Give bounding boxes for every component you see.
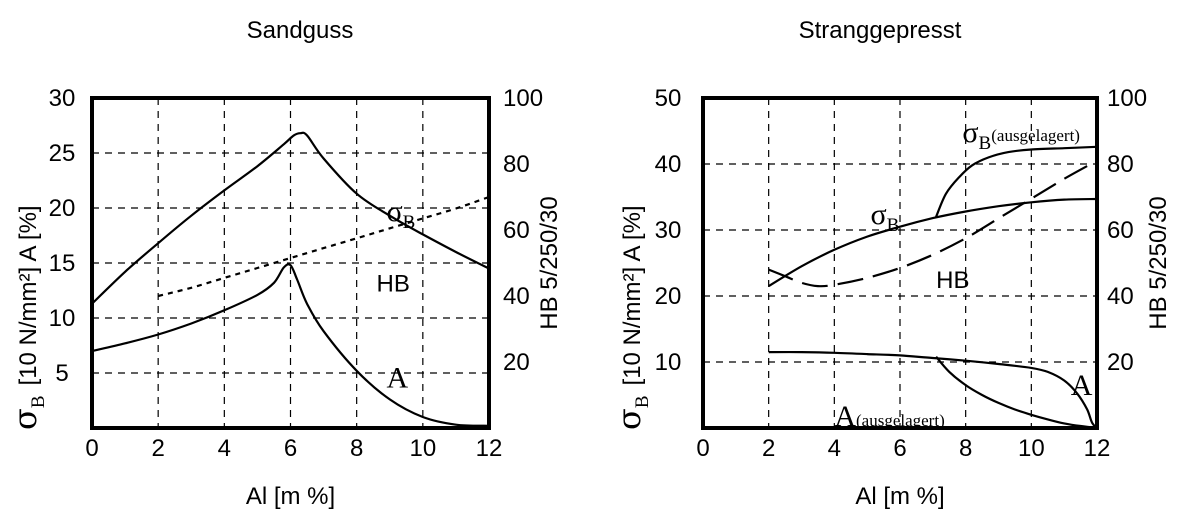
series-line-hb bbox=[768, 159, 1098, 288]
y-axis-label-text: [10 N/mm²] A [%] bbox=[619, 205, 646, 385]
series-line--b bbox=[768, 197, 1098, 288]
x-tick-label: 4 bbox=[218, 435, 231, 462]
y-axis-label-text: [10 N/mm²] A [%] bbox=[15, 205, 42, 385]
annotation-main: HB bbox=[377, 271, 410, 298]
y-tick-label-right: 60 bbox=[503, 217, 530, 244]
annotation-main: σ bbox=[962, 116, 978, 149]
annotation-subscript: B bbox=[887, 215, 900, 236]
annotation-main: A bbox=[1071, 369, 1093, 402]
chart-sandguss: Sandguss 0 2 4 6 8 10 12 5 10 15 20 25 30 20 40 60 80 100 A… bbox=[6, 17, 563, 510]
annotation-a: A bbox=[386, 361, 408, 394]
y-tick-label-right: 80 bbox=[503, 151, 530, 178]
y-tick-label-right: 80 bbox=[1107, 151, 1134, 178]
chart-title: Sandguss bbox=[247, 17, 354, 44]
x-tick-label: 6 bbox=[284, 435, 297, 462]
y-tick-label-right: 100 bbox=[1107, 85, 1147, 112]
y-axis-label-left: σB [10 N/mm²] A [%] bbox=[6, 205, 49, 430]
x-tick-label: 10 bbox=[409, 435, 436, 462]
y-axis-label-right: HB 5/250/30 bbox=[536, 196, 563, 329]
x-tick-label: 4 bbox=[828, 435, 841, 462]
x-tick-label: 2 bbox=[762, 435, 775, 462]
y-axis-label-right: HB 5/250/30 bbox=[1145, 196, 1172, 329]
y-tick-label-right: 20 bbox=[503, 349, 530, 376]
annotation-a: A bbox=[1071, 369, 1093, 402]
y-tick-label-right: 40 bbox=[1107, 283, 1134, 310]
annotation-a-ausgelagert: A(ausgelagert) bbox=[834, 400, 944, 433]
annotation-hb: HB bbox=[936, 267, 969, 294]
x-tick-label: 8 bbox=[959, 435, 972, 462]
x-tick-label: 12 bbox=[476, 435, 503, 462]
y-axis-label-left: σB [10 N/mm²] A [%] bbox=[610, 205, 653, 430]
annotation-main: HB bbox=[936, 267, 969, 294]
y-axis-label-subscript: B bbox=[28, 395, 49, 408]
x-tick-label: 6 bbox=[893, 435, 906, 462]
y-axis-label-symbol: σ bbox=[6, 408, 44, 430]
annotation-subscript: B bbox=[403, 212, 416, 233]
y-axis-label-subscript: B bbox=[632, 395, 653, 408]
y-tick-label-left: 25 bbox=[49, 140, 76, 167]
x-tick-label: 12 bbox=[1084, 435, 1111, 462]
y-tick-label-left: 15 bbox=[49, 250, 76, 277]
series-line--b-ausgelagert bbox=[935, 145, 1098, 218]
x-tick-label: 0 bbox=[85, 435, 98, 462]
y-tick-label-right: 40 bbox=[503, 283, 530, 310]
annotation-hb: HB bbox=[377, 271, 410, 298]
y-tick-label-left: 5 bbox=[55, 360, 68, 387]
annotation-subscript: B bbox=[979, 133, 992, 154]
y-axis-label-symbol: σ bbox=[610, 408, 648, 430]
y-tick-label-left: 30 bbox=[49, 85, 76, 112]
series-line-a bbox=[91, 263, 490, 427]
y-tick-label-right: 20 bbox=[1107, 349, 1134, 376]
annotation-sigma: σB bbox=[870, 198, 899, 236]
annotation-main: A bbox=[386, 361, 408, 394]
y-tick-label-left: 50 bbox=[655, 85, 682, 112]
y-tick-label-right: 60 bbox=[1107, 217, 1134, 244]
series-line-hb bbox=[157, 195, 490, 298]
y-tick-label-left: 30 bbox=[655, 217, 682, 244]
chart-stranggepresst: Stranggepresst 0 2 4 6 8 10 12 10 20 30 40 50 20 40 60 8… bbox=[610, 17, 1172, 510]
x-tick-label: 0 bbox=[696, 435, 709, 462]
y-tick-label-left: 10 bbox=[655, 349, 682, 376]
x-tick-label: 2 bbox=[151, 435, 164, 462]
series-line-a-ausgelagert bbox=[935, 355, 1098, 430]
annotation-qualifier: (ausgelagert) bbox=[856, 411, 945, 430]
annotation-main: σ bbox=[386, 195, 402, 228]
y-tick-label-right: 100 bbox=[503, 85, 543, 112]
annotation-sigma: σB bbox=[386, 195, 415, 233]
y-tick-label-left: 20 bbox=[49, 195, 76, 222]
x-axis-label: Al [m %] bbox=[246, 483, 335, 510]
annotation-sigma-ausgelagert: σB(ausgelagert) bbox=[962, 116, 1080, 154]
annotation-qualifier: (ausgelagert) bbox=[991, 126, 1080, 145]
annotation-main: σ bbox=[870, 198, 886, 231]
plot-frame bbox=[701, 96, 1099, 430]
series-line--b bbox=[91, 131, 490, 305]
chart-title: Stranggepresst bbox=[799, 17, 962, 44]
annotation-main: A bbox=[834, 400, 856, 433]
plot-frame bbox=[90, 96, 491, 430]
y-tick-label-left: 40 bbox=[655, 151, 682, 178]
x-tick-label: 10 bbox=[1018, 435, 1045, 462]
x-tick-label: 8 bbox=[350, 435, 363, 462]
y-tick-label-left: 10 bbox=[49, 305, 76, 332]
y-tick-label-left: 20 bbox=[655, 283, 682, 310]
series-line-a bbox=[768, 350, 1098, 429]
x-axis-label: Al [m %] bbox=[855, 483, 944, 510]
